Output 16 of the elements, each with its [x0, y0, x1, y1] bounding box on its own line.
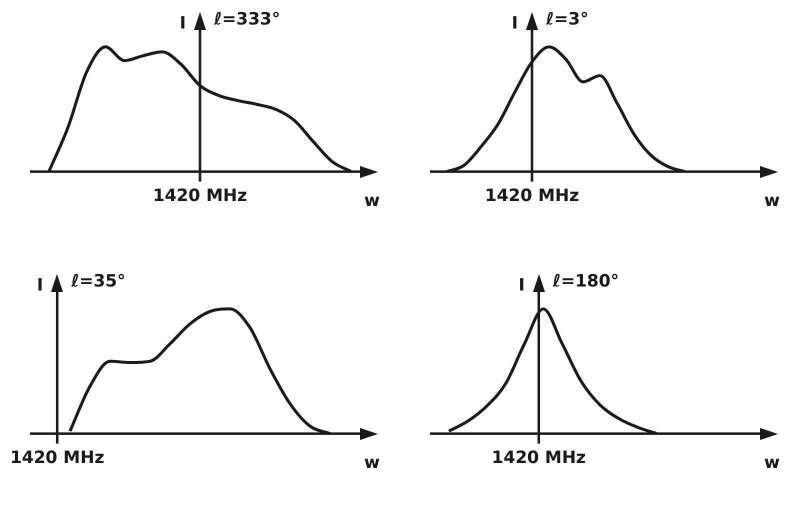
y-axis-title: I — [518, 275, 525, 296]
chart-title: ℓ=180° — [552, 271, 620, 292]
chart-title: ℓ=333° — [213, 9, 280, 30]
y-axis-title: I — [180, 13, 186, 34]
x-axis-title: w — [764, 191, 780, 212]
x-axis-title: w — [364, 453, 380, 474]
chart-title: ℓ=3° — [545, 9, 589, 30]
text: 1420 MHz — [10, 448, 104, 468]
text: 1420 MHz — [492, 448, 586, 468]
chart-title: ℓ=35° — [70, 271, 126, 292]
y-axis-title: I — [36, 275, 44, 296]
x-axis-title: w — [364, 191, 380, 212]
x-axis-title: w — [764, 453, 780, 474]
text: 1420 MHz — [152, 186, 248, 206]
text: 1420 MHz — [484, 186, 580, 206]
y-axis-title: I — [512, 13, 518, 34]
